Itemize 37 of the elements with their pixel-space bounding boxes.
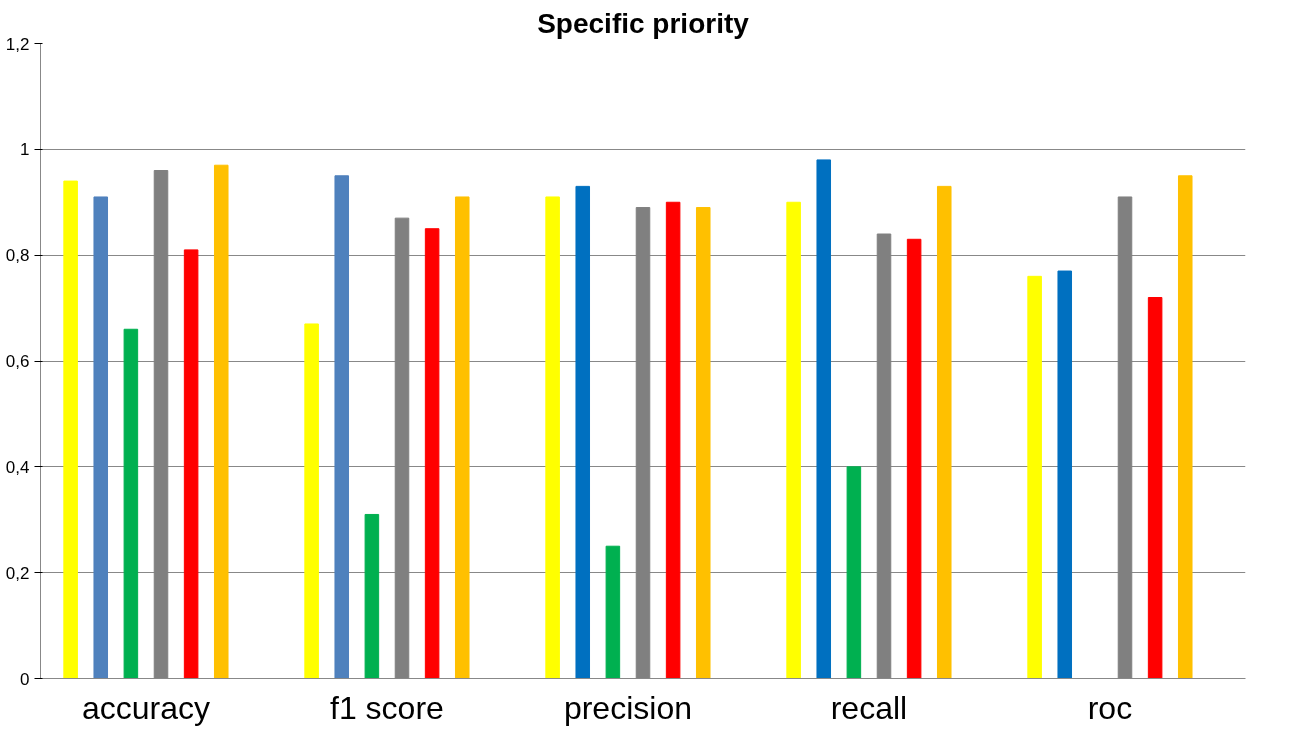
x-tick-label: precision [563, 689, 692, 726]
bar [1027, 275, 1042, 679]
bar [545, 196, 560, 679]
x-tick-label: f1 score [330, 689, 444, 726]
bar [695, 207, 711, 679]
bar [1147, 297, 1163, 679]
bar [63, 180, 78, 679]
bar [304, 323, 319, 679]
bar [906, 238, 922, 679]
y-tick-label: 0,4 [5, 457, 30, 477]
bar [816, 159, 832, 679]
bar [334, 175, 350, 679]
y-tick-label: 0,6 [5, 352, 30, 371]
y-tick-label: 0,2 [5, 563, 30, 583]
chart-title: Specific priority [537, 7, 750, 39]
bar [605, 545, 621, 679]
y-tick-label: 1,2 [5, 34, 30, 54]
bar [575, 185, 591, 679]
x-tick-label: accuracy [81, 689, 210, 726]
bar [665, 201, 681, 679]
bar [364, 513, 380, 679]
y-tick-label: 0 [20, 669, 30, 689]
x-tick-label: roc [1087, 689, 1133, 726]
bar [93, 196, 109, 679]
bar [846, 466, 862, 679]
y-tick-label: 1 [20, 140, 30, 160]
y-tick-label: 0,8 [5, 246, 30, 266]
bar [1177, 175, 1193, 679]
bar [454, 196, 470, 679]
bar [183, 249, 199, 679]
x-tick-label: recall [830, 689, 908, 726]
bar [936, 185, 952, 679]
bar [213, 164, 229, 679]
bar [1057, 270, 1073, 679]
bar [424, 228, 440, 679]
bar [123, 328, 139, 679]
bar [786, 201, 801, 679]
